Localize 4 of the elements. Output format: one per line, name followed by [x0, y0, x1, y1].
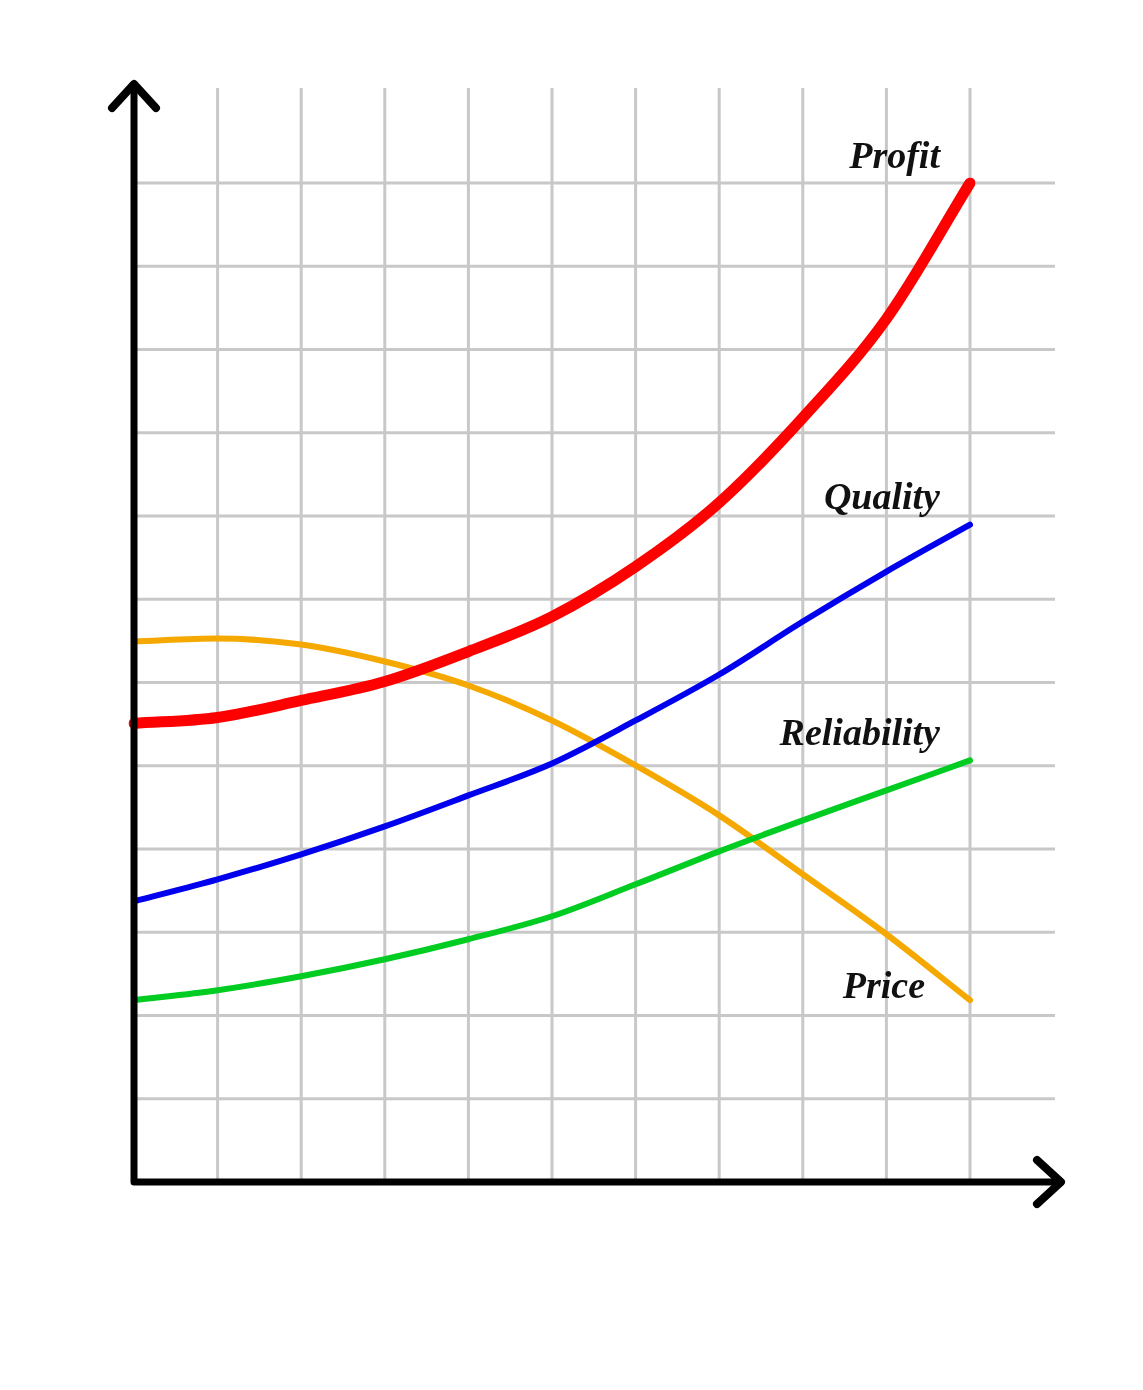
series-label: Reliability	[778, 711, 941, 754]
series-label: Price	[841, 963, 926, 1006]
series-label: Quality	[823, 475, 941, 518]
series-label: Profit	[848, 133, 942, 176]
